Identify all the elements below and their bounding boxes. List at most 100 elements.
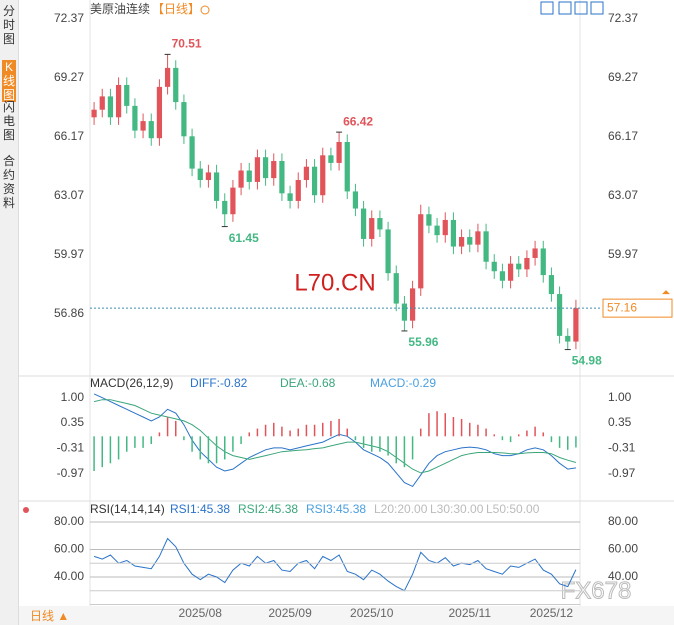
candle-body — [491, 261, 497, 272]
x-tick-label: 2025/09 — [268, 606, 312, 620]
date-axis — [19, 606, 674, 625]
panel-title: MACD(26,12,9) — [90, 376, 173, 390]
candle-body — [205, 172, 212, 181]
candle-body — [213, 172, 220, 201]
candle-body — [401, 303, 408, 321]
candle-body — [499, 271, 506, 281]
x-tick-label: 2025/12 — [530, 606, 574, 620]
candle-body — [369, 218, 375, 239]
candle-body — [540, 248, 546, 276]
candle-body — [434, 225, 440, 236]
candle-body — [426, 214, 432, 226]
candle-body — [140, 121, 146, 131]
y-tick-label: -0.97 — [57, 466, 85, 480]
candle-body — [295, 180, 301, 201]
extreme-label: 66.42 — [343, 114, 373, 128]
candle-body — [344, 142, 350, 192]
last-price-label: 57.16 — [607, 300, 637, 314]
price-marker — [662, 290, 670, 295]
candle-body — [360, 208, 367, 239]
candle-body — [336, 142, 342, 163]
candle-body — [271, 161, 277, 179]
tab[interactable]: 闪电图 — [2, 100, 15, 142]
y-tick-label: 1.00 — [61, 390, 85, 404]
candle-body — [328, 155, 334, 163]
extreme-label: 54.98 — [572, 354, 602, 368]
candle-body — [418, 214, 424, 289]
period-icon[interactable] — [200, 5, 210, 15]
legend-label: RSI1:45.38 — [170, 502, 230, 516]
candle-body — [409, 288, 416, 321]
candle-body — [91, 109, 97, 118]
period[interactable]: 【日线】 — [152, 2, 200, 16]
legend-label: L30:30.00 — [430, 502, 484, 516]
candle-body — [393, 273, 399, 304]
y-tick-label: 60.00 — [54, 542, 84, 556]
candle-body — [197, 168, 203, 181]
candle-body — [99, 96, 105, 110]
candle-body — [524, 257, 530, 270]
candle-body — [507, 263, 514, 281]
y-tick-label: 66.17 — [54, 129, 84, 143]
candle-body — [475, 231, 481, 245]
candle-body — [483, 231, 489, 262]
y-tick-label: 60.00 — [608, 542, 638, 556]
tool-icon[interactable] — [590, 1, 604, 15]
candle-body — [124, 84, 130, 106]
panel-title: RSI(14,14,14) — [90, 502, 165, 516]
period-switch[interactable]: 日线 ▲ — [30, 609, 69, 623]
candle-body — [548, 275, 555, 295]
tool-icon[interactable] — [574, 1, 588, 15]
series-line — [93, 399, 577, 474]
candle-body — [148, 121, 154, 139]
y-tick-label: 63.07 — [54, 188, 84, 202]
tab[interactable]: K线图 — [2, 60, 16, 102]
candle-body — [230, 187, 236, 215]
legend-label: DIFF:-0.82 — [190, 376, 248, 390]
candle-body — [556, 294, 563, 336]
y-tick-label: 0.35 — [61, 415, 85, 429]
y-tick-label: -0.97 — [608, 466, 636, 480]
candle-body — [303, 166, 310, 181]
y-tick-label: 72.37 — [54, 11, 84, 25]
tool-icon[interactable] — [558, 1, 572, 15]
candle-body — [516, 263, 522, 270]
candle-body — [115, 84, 122, 118]
candle-body — [532, 248, 538, 258]
legend-label: RSI3:45.38 — [306, 502, 366, 516]
candle-body — [156, 86, 163, 139]
candle-body — [132, 105, 138, 131]
y-tick-label: 40.00 — [54, 569, 84, 583]
candle-body — [189, 136, 195, 169]
extreme-label: 55.96 — [408, 335, 438, 349]
x-tick-label: 2025/10 — [350, 606, 394, 620]
y-tick-label: 59.97 — [54, 247, 84, 261]
x-tick-label: 2025/11 — [449, 606, 492, 620]
candle-body — [262, 157, 269, 179]
legend-label: MACD:-0.29 — [370, 376, 436, 390]
tool-icon[interactable] — [540, 1, 554, 15]
y-tick-label: 63.07 — [608, 188, 638, 202]
candle-body — [352, 191, 359, 209]
legend-label: RSI2:45.38 — [238, 502, 298, 516]
tab[interactable]: 合约资料 — [2, 154, 15, 210]
candle-body — [385, 229, 391, 274]
candle-body — [311, 166, 318, 196]
sidebar: 分时图 K线图 闪电图 合约资料 — [0, 0, 19, 625]
candle-body — [467, 237, 473, 245]
last-price-box — [602, 298, 673, 318]
settings-icon[interactable] — [23, 507, 29, 513]
candle-body — [565, 335, 571, 342]
y-tick-label: -0.31 — [608, 440, 636, 454]
candle-body — [287, 193, 293, 201]
candle-body — [107, 96, 114, 118]
candle-body — [181, 102, 187, 137]
candle-body — [222, 200, 228, 215]
tab[interactable]: 分时图 — [2, 4, 15, 46]
y-tick-label: 0.35 — [608, 415, 632, 429]
watermark: L70.CN — [294, 269, 375, 296]
candle-body — [246, 170, 252, 182]
candle-body — [254, 157, 261, 182]
candle-body — [377, 218, 383, 230]
